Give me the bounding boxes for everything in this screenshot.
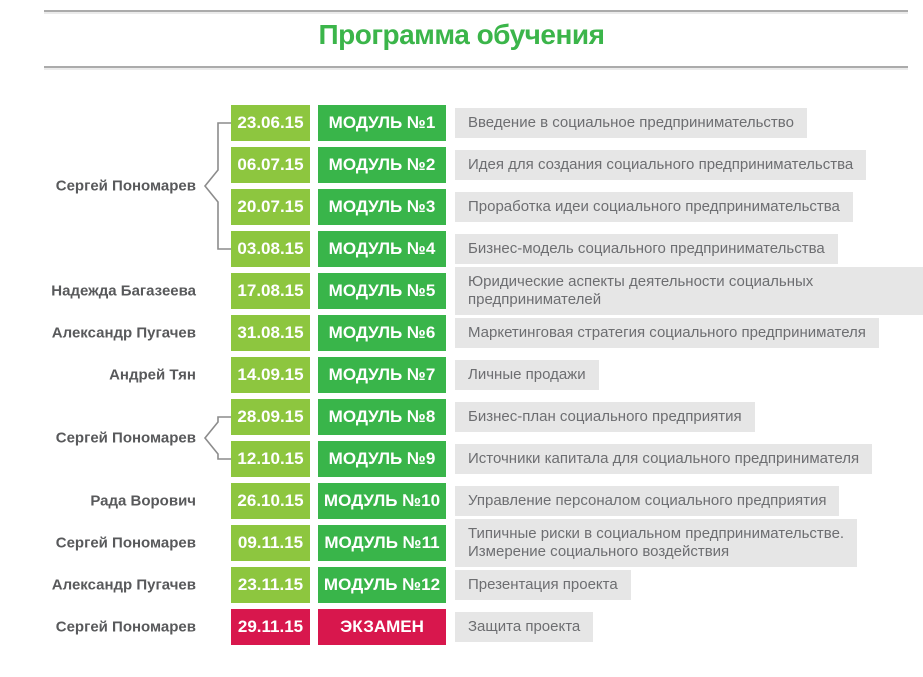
- date-badge: 20.07.15: [231, 189, 310, 225]
- module-badge: МОДУЛЬ №11: [318, 525, 446, 561]
- schedule-rows: 23.06.15 МОДУЛЬ №1 Введение в социальное…: [231, 105, 923, 645]
- date-badge: 23.11.15: [231, 567, 310, 603]
- module-description: Типичные риски в социальном предпринимат…: [455, 519, 858, 567]
- schedule: 23.06.15 МОДУЛЬ №1 Введение в социальное…: [0, 105, 923, 665]
- module-badge: МОДУЛЬ №9: [318, 441, 446, 477]
- schedule-row: 26.10.15 МОДУЛЬ №10 Управление персонало…: [231, 483, 923, 519]
- schedule-row: 17.08.15 МОДУЛЬ №5 Юридические аспекты д…: [231, 267, 923, 315]
- module-description: Введение в социальное предпринимательств…: [455, 108, 807, 138]
- module-badge: МОДУЛЬ №5: [318, 273, 446, 309]
- speaker-name: Рада Ворович: [90, 492, 196, 510]
- date-badge: 09.11.15: [231, 525, 310, 561]
- module-description: Бизнес-план социального предприятия: [455, 402, 755, 432]
- schedule-row: 29.11.15 ЭКЗАМЕН Защита проекта: [231, 609, 923, 645]
- module-description: Защита проекта: [455, 612, 594, 642]
- module-badge: МОДУЛЬ №7: [318, 357, 446, 393]
- speaker-name: Андрей Тян: [109, 366, 196, 384]
- module-description: Маркетинговая стратегия социального пред…: [455, 318, 879, 348]
- schedule-row: 09.11.15 МОДУЛЬ №11 Типичные риски в соц…: [231, 519, 923, 567]
- module-description: Идея для создания социального предприним…: [455, 150, 867, 180]
- speaker-name: Сергей Пономарев: [55, 618, 196, 636]
- date-badge: 23.06.15: [231, 105, 310, 141]
- date-badge: 03.08.15: [231, 231, 310, 267]
- module-badge: МОДУЛЬ №4: [318, 231, 446, 267]
- schedule-row: 12.10.15 МОДУЛЬ №9 Источники капитала дл…: [231, 441, 923, 477]
- date-badge: 06.07.15: [231, 147, 310, 183]
- header: Программа обучения: [0, 0, 923, 105]
- module-badge: МОДУЛЬ №3: [318, 189, 446, 225]
- speaker-name: Александр Пугачев: [51, 576, 196, 594]
- schedule-row: 20.07.15 МОДУЛЬ №3 Проработка идеи социа…: [231, 189, 923, 225]
- schedule-row: 14.09.15 МОДУЛЬ №7 Личные продажи: [231, 357, 923, 393]
- module-description: Личные продажи: [455, 360, 599, 390]
- date-badge: 28.09.15: [231, 399, 310, 435]
- schedule-row: 23.06.15 МОДУЛЬ №1 Введение в социальное…: [231, 105, 923, 141]
- schedule-row: 31.08.15 МОДУЛЬ №6 Маркетинговая стратег…: [231, 315, 923, 351]
- module-description: Бизнес-модель социального предпринимател…: [455, 234, 838, 264]
- schedule-row: 23.11.15 МОДУЛЬ №12 Презентация проекта: [231, 567, 923, 603]
- module-badge: ЭКЗАМЕН: [318, 609, 446, 645]
- speaker-name: Сергей Пономарев: [55, 429, 196, 447]
- speaker-name: Сергей Пономарев: [55, 534, 196, 552]
- speaker-name: Надежда Багазеева: [51, 282, 196, 300]
- date-badge: 12.10.15: [231, 441, 310, 477]
- date-badge: 29.11.15: [231, 609, 310, 645]
- module-badge: МОДУЛЬ №6: [318, 315, 446, 351]
- schedule-row: 06.07.15 МОДУЛЬ №2 Идея для создания соц…: [231, 147, 923, 183]
- module-description: Источники капитала для социального предп…: [455, 444, 873, 474]
- schedule-row: 28.09.15 МОДУЛЬ №8 Бизнес-план социально…: [231, 399, 923, 435]
- divider-bottom: [44, 66, 908, 68]
- module-badge: МОДУЛЬ №8: [318, 399, 446, 435]
- module-description: Презентация проекта: [455, 570, 631, 600]
- module-badge: МОДУЛЬ №10: [318, 483, 446, 519]
- speaker-name: Сергей Пономарев: [55, 177, 196, 195]
- page-title: Программа обучения: [318, 19, 605, 50]
- module-badge: МОДУЛЬ №1: [318, 105, 446, 141]
- speaker-name: Александр Пугачев: [51, 324, 196, 342]
- divider-top: [44, 10, 908, 12]
- date-badge: 26.10.15: [231, 483, 310, 519]
- module-badge: МОДУЛЬ №2: [318, 147, 446, 183]
- module-description: Проработка идеи социального предпринимат…: [455, 192, 853, 222]
- module-description: Управление персоналом социального предпр…: [455, 486, 840, 516]
- schedule-row: 03.08.15 МОДУЛЬ №4 Бизнес-модель социаль…: [231, 231, 923, 267]
- date-badge: 31.08.15: [231, 315, 310, 351]
- module-badge: МОДУЛЬ №12: [318, 567, 446, 603]
- module-description: Юридические аспекты деятельности социаль…: [455, 267, 923, 315]
- date-badge: 14.09.15: [231, 357, 310, 393]
- date-badge: 17.08.15: [231, 273, 310, 309]
